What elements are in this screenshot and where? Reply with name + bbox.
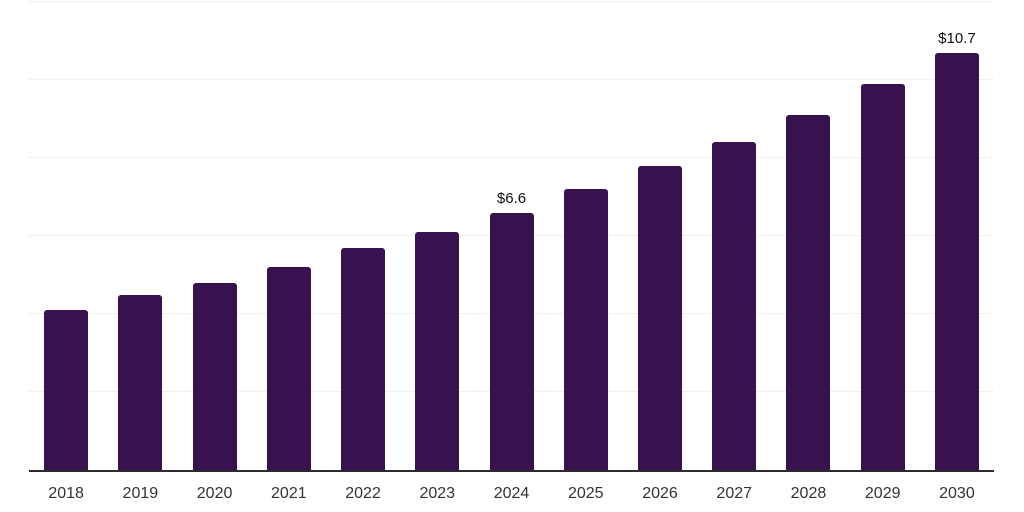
bar-slot-2019 [103,2,177,470]
x-axis-line [29,470,994,472]
bar-slot-2028 [771,2,845,470]
bar-2021 [266,267,311,470]
bar-slot-2023 [400,2,474,470]
bar-2020 [192,282,237,470]
x-tick-2029: 2029 [864,485,901,502]
bar-slot-2030: $10.7 [920,2,994,470]
gridline-12 [29,1,994,2]
data-label-2024: $6.6 [496,189,527,207]
bar-2029 [860,83,905,470]
x-tick-2024: 2024 [493,485,530,502]
x-tick-2021: 2021 [271,485,307,502]
plot-area: $6.6 $10.7 [29,1,994,472]
gridline-8 [29,157,994,158]
x-axis-labels: 2018 2019 2020 2021 2022 2023 2024 2025 2026 2027… [29,484,994,503]
bar-2026 [637,165,682,470]
bar-slot-2021 [252,2,326,470]
x-tick-2018: 2018 [48,485,84,502]
x-tick-2019: 2019 [122,485,159,502]
bar-slot-2018 [29,2,103,470]
x-tick-2023: 2023 [419,485,456,502]
bar-slot-2026 [623,2,697,470]
bar-2027 [712,142,757,470]
bar-2018 [44,310,89,470]
bar-slot-2024: $6.6 [474,2,548,470]
x-tick-2030: 2030 [939,485,975,502]
x-tick-2022: 2022 [345,485,381,502]
x-tick-2025: 2025 [567,485,604,502]
bar-slot-2029 [846,2,920,470]
x-tick-2028: 2028 [790,485,827,502]
bar-2023 [415,232,460,470]
gridline-10 [29,79,994,80]
bar-2025 [563,189,608,470]
bar-2019 [118,294,163,470]
bar-slot-2020 [177,2,251,470]
x-tick-2026: 2026 [642,485,678,502]
x-tick-2020: 2020 [196,485,233,502]
bar-2030 [934,52,979,470]
bar-2024 [489,212,534,470]
bar-2022 [341,247,386,470]
bars-row: $6.6 $10.7 [29,2,994,470]
bar-slot-2027 [697,2,771,470]
x-tick-2027: 2027 [716,485,753,502]
bar-slot-2022 [326,2,400,470]
bar-slot-2025 [549,2,623,470]
data-label-2030: $10.7 [938,29,976,47]
bar-2028 [786,115,831,470]
